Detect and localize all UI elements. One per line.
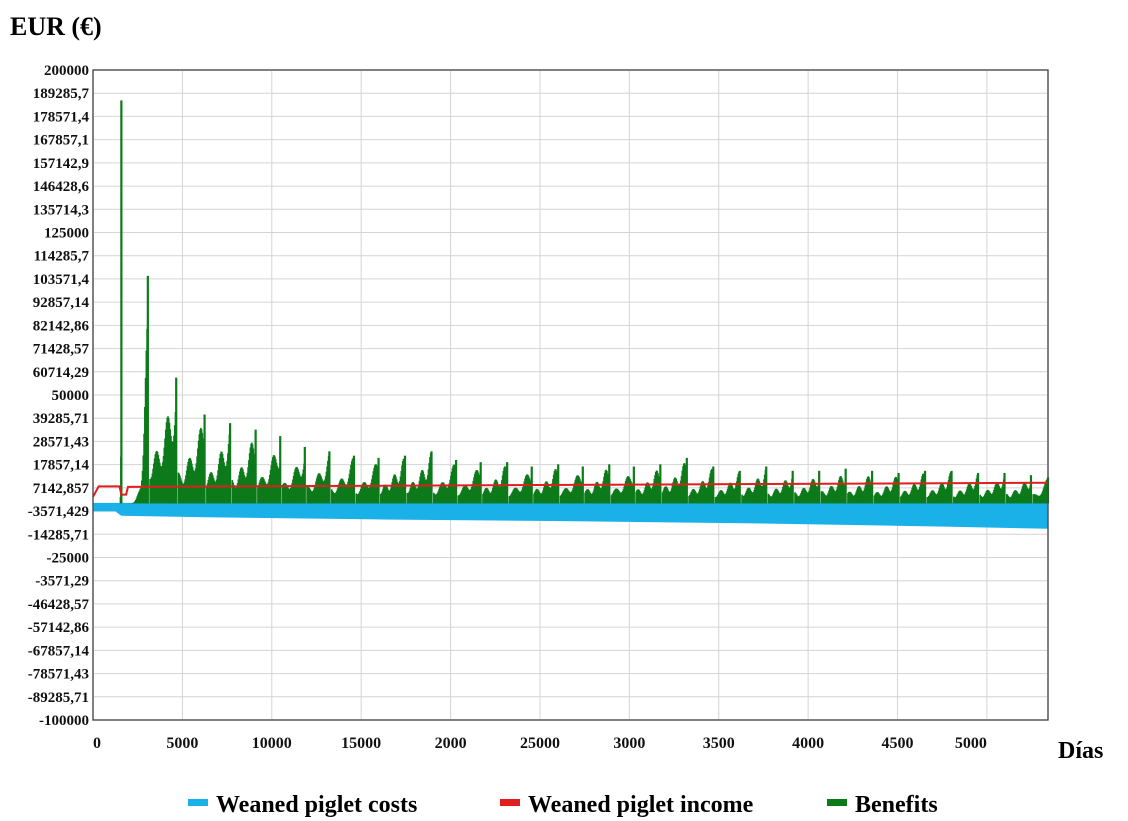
y-tick-label: 71428,57 [33,342,90,358]
series-weaned-piglet-income [92,481,1049,498]
x-tick-label: 5000 [955,735,987,752]
y-tick-label: 167857,1 [33,133,89,149]
y-tick-label: 135714,3 [33,202,89,218]
x-tick-label: 3500 [703,735,735,752]
x-tick-label: 5000 [166,735,198,752]
x-tick-label: 3000 [613,735,645,752]
y-tick-label: -46428,57 [28,597,90,613]
y-axis-label: EUR (€) [10,12,102,41]
y-tick-label: 39285,71 [33,411,89,427]
x-axis-label: Días [1058,738,1103,764]
y-tick-label: 114285,7 [34,249,90,265]
y-tick-label: 103571,4 [33,272,90,288]
x-tick-labels: 0 5000 10000 15000 2000 25000 3000 3500 4000 4500… [93,735,987,752]
y-tick-label: 82142,86 [33,318,90,334]
y-tick-label: 28571,43 [33,434,89,450]
y-tick-label: -89285,71 [28,690,89,706]
y-tick-label: 7142,857 [33,481,90,497]
y-tick-label: -3571,29 [35,574,89,590]
x-tick-label: 4500 [882,735,914,752]
y-tick-label: -67857,14 [28,643,90,659]
legend-swatch [500,799,520,806]
legend: Weaned piglet costs Weaned piglet income B… [188,792,938,818]
y-tick-label: 125000 [44,226,89,242]
y-tick-label: 17857,14 [33,458,90,474]
y-tick-label: -3571,429 [28,504,89,520]
x-tick-label: 15000 [341,735,381,752]
y-tick-label: 189285,7 [33,86,90,102]
y-tick-label: 200000 [44,63,89,79]
y-tick-label: 50000 [52,388,90,404]
y-tick-label: -25000 [47,551,90,567]
y-tick-label: -100000 [39,713,89,729]
y-tick-label: 60714,29 [33,365,89,381]
y-tick-label: -78571,43 [28,667,89,683]
y-tick-label: 178571,4 [33,109,90,125]
legend-label: Weaned piglet costs [216,792,417,818]
legend-swatch [827,799,847,806]
x-tick-label: 0 [93,735,101,752]
y-tick-label: -57142,86 [28,620,90,636]
legend-swatch [188,799,208,806]
plot-frame [92,69,1049,721]
y-tick-label: 146428,6 [33,179,90,195]
x-tick-label: 4000 [792,735,824,752]
legend-label: Benefits [855,792,938,818]
y-tick-label: 157142,9 [33,156,89,172]
y-tick-labels: 200000 189285,7 178571,4 167857,1 157142,9 14… [28,63,90,729]
series-benefits [119,100,1050,504]
x-tick-label: 10000 [252,735,292,752]
legend-label: Weaned piglet income [528,792,754,818]
y-tick-label: 92857,14 [33,295,90,311]
x-tick-label: 25000 [520,735,560,752]
series-layer [92,100,1050,529]
x-tick-label: 2000 [435,735,467,752]
y-tick-label: -14285,71 [28,527,89,543]
